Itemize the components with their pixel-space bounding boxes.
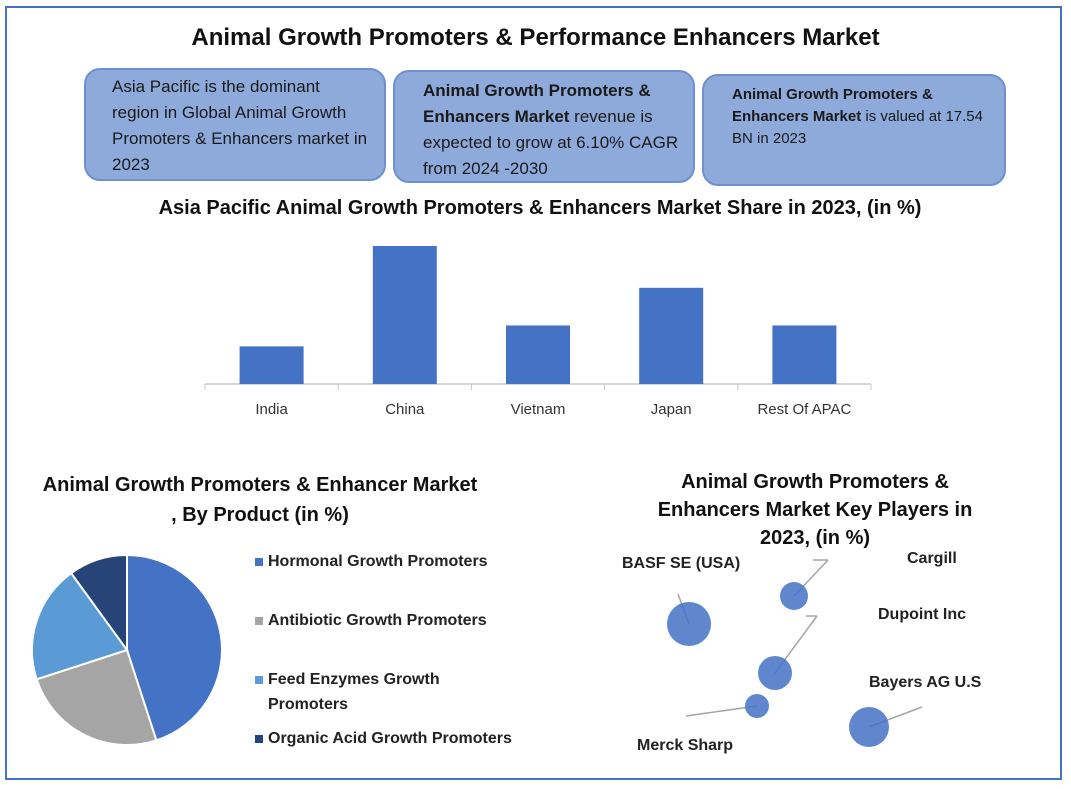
infographic-frame — [5, 6, 1062, 780]
bubble-chart-title: Animal Growth Promoters & Enhancers Mark… — [657, 471, 973, 549]
bar-rest-of-apac — [772, 325, 837, 384]
pie-chart-title: Animal Growth Promoters & Enhancer Marke… — [42, 474, 478, 526]
bar-chart-title: Asia Pacific Animal Growth Promoters & E… — [158, 197, 922, 219]
legend-label-3: Feed Enzymes Growth Promoters — [268, 671, 440, 713]
info-box-cagr: Animal Growth Promoters & Enhancers Mark… — [393, 70, 695, 183]
bar-category-label: Rest Of APAC — [757, 401, 851, 418]
pie-slice-2 — [35, 648, 158, 746]
bar-india — [239, 346, 304, 384]
bar-category-label: Vietnam — [511, 401, 566, 418]
pie-slice-3 — [31, 571, 129, 681]
bar-category-label: China — [385, 401, 425, 418]
bubble-5 — [849, 707, 889, 747]
legend-swatch-3 — [255, 676, 263, 684]
legend-label-1: Hormonal Growth Promoters — [268, 553, 488, 570]
player-label-2: Cargill — [907, 550, 957, 567]
info-box-bold: Animal Growth Promoters & Enhancers Mark… — [423, 81, 651, 126]
pie-slice-4 — [69, 553, 128, 654]
player-label-3: Dupoint Inc — [878, 606, 966, 623]
player-label-4: Merck Sharp — [637, 737, 734, 754]
page-title: Animal Growth Promoters & Performance En… — [191, 24, 880, 51]
legend-label-4: Organic Acid Growth Promoters — [268, 730, 512, 747]
legend-swatch-1 — [255, 558, 263, 566]
info-box-valuation: Animal Growth Promoters & Enhancers Mark… — [702, 74, 1006, 186]
bubble-4 — [745, 694, 769, 718]
legend-label-2: Antibiotic Growth Promoters — [268, 612, 487, 629]
info-box-text: is valued at 17.54 BN in 2023 — [732, 108, 983, 147]
bar-china — [372, 246, 437, 384]
bar-category-label: India — [255, 401, 288, 418]
bar-category-label: Japan — [651, 401, 692, 418]
info-box-bold: Animal Growth Promoters & Enhancers Mark… — [732, 86, 933, 125]
bar-vietnam — [506, 325, 570, 384]
pie-slice-1 — [126, 553, 223, 742]
bubble-3 — [758, 656, 792, 690]
bubble-2 — [780, 582, 808, 610]
bar-japan — [639, 287, 704, 384]
legend-swatch-4 — [255, 735, 263, 743]
info-box-text: Asia Pacific is the dominant region in G… — [112, 77, 368, 174]
info-box-text: revenue is expected to grow at 6.10% CAG… — [423, 107, 679, 178]
player-label-1: BASF SE (USA) — [622, 555, 741, 572]
legend-swatch-2 — [255, 617, 263, 625]
bubble-1 — [667, 602, 711, 646]
player-label-5: Bayers AG U.S — [869, 674, 982, 691]
info-box-dominant-region: Asia Pacific is the dominant region in G… — [84, 68, 386, 181]
